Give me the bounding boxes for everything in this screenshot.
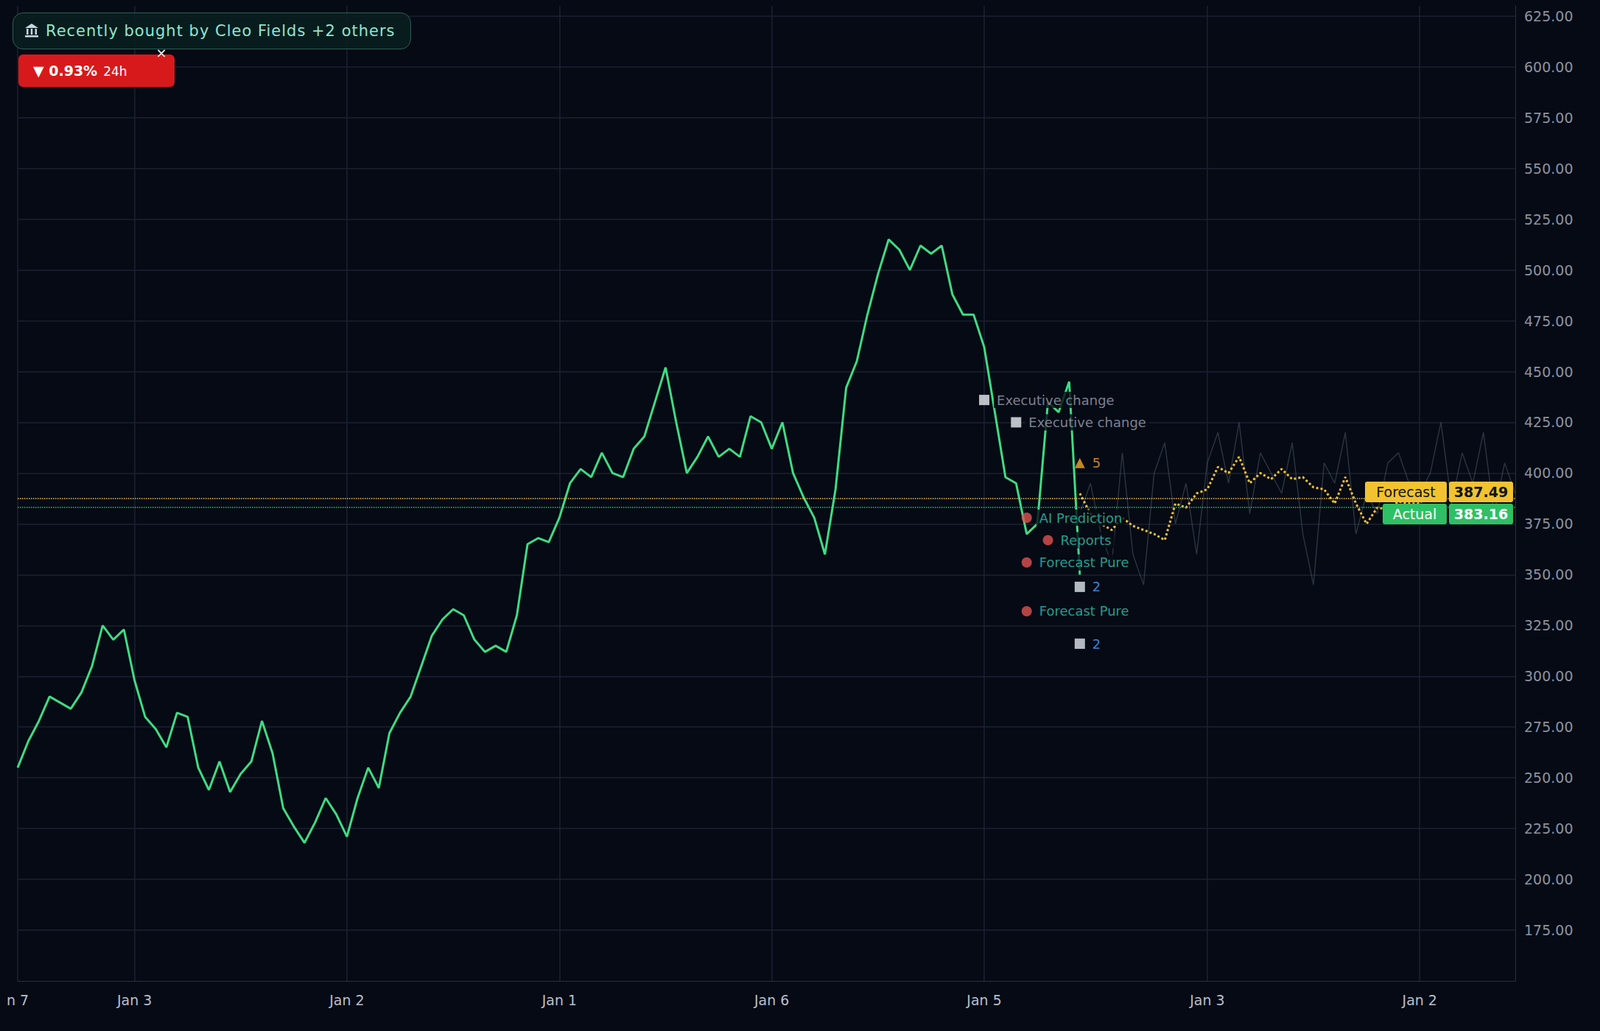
svg-text:325.00: 325.00 <box>1524 617 1573 634</box>
svg-text:500.00: 500.00 <box>1524 262 1573 279</box>
svg-text:AI Prediction: AI Prediction <box>1039 510 1123 526</box>
svg-text:525.00: 525.00 <box>1524 211 1573 228</box>
html-text:Recently bought by Cleo Fields: Recently bought by Cleo Fields +2 others <box>45 22 396 40</box>
svg-text:350.00: 350.00 <box>1524 566 1573 583</box>
svg-text:Jan 1: Jan 1 <box>541 992 577 1009</box>
svg-text:625.00: 625.00 <box>1524 8 1573 25</box>
svg-text:425.00: 425.00 <box>1524 413 1573 431</box>
svg-text:600.00: 600.00 <box>1524 58 1573 76</box>
svg-text:275.00: 275.00 <box>1524 718 1573 736</box>
svg-text:Jan 2: Jan 2 <box>328 992 364 1009</box>
svg-text:250.00: 250.00 <box>1524 769 1573 787</box>
svg-text:Forecast Pure: Forecast Pure <box>1039 554 1130 571</box>
svg-text:550.00: 550.00 <box>1524 160 1573 177</box>
svg-text:300.00: 300.00 <box>1524 668 1573 685</box>
html-text:▼ 0.93% 24h: ▼ 0.93% 24h <box>33 62 128 79</box>
svg-text:375.00: 375.00 <box>1524 515 1573 532</box>
svg-text:450.00: 450.00 <box>1524 363 1573 381</box>
svg-text:2: 2 <box>1092 636 1101 652</box>
svg-text:475.00: 475.00 <box>1524 313 1573 330</box>
svg-text:383.16: 383.16 <box>1454 506 1508 523</box>
svg-text:Actual: Actual <box>1393 506 1438 523</box>
svg-text:200.00: 200.00 <box>1524 871 1573 888</box>
svg-text:400.00: 400.00 <box>1524 464 1573 482</box>
svg-text:Jan 2: Jan 2 <box>1401 992 1438 1009</box>
svg-text:Jan 6: Jan 6 <box>753 992 789 1009</box>
svg-text:Executive change: Executive change <box>996 392 1115 409</box>
svg-text:5: 5 <box>1092 455 1101 471</box>
svg-text:Reports: Reports <box>1060 532 1112 549</box>
svg-text:175.00: 175.00 <box>1524 922 1573 939</box>
svg-text:575.00: 575.00 <box>1524 109 1573 126</box>
svg-text:Jan 5: Jan 5 <box>965 992 1002 1009</box>
svg-text:225.00: 225.00 <box>1524 820 1573 837</box>
svg-text:Jan 3: Jan 3 <box>1188 992 1225 1009</box>
svg-text:Forecast Pure: Forecast Pure <box>1039 603 1130 619</box>
svg-text:387.49: 387.49 <box>1454 483 1508 501</box>
svg-text:Jan 3: Jan 3 <box>116 992 152 1009</box>
svg-text:n 7: n 7 <box>6 992 29 1009</box>
svg-text:2: 2 <box>1092 579 1101 595</box>
svg-text:Forecast: Forecast <box>1376 483 1435 501</box>
svg-text:Executive change: Executive change <box>1028 414 1147 431</box>
